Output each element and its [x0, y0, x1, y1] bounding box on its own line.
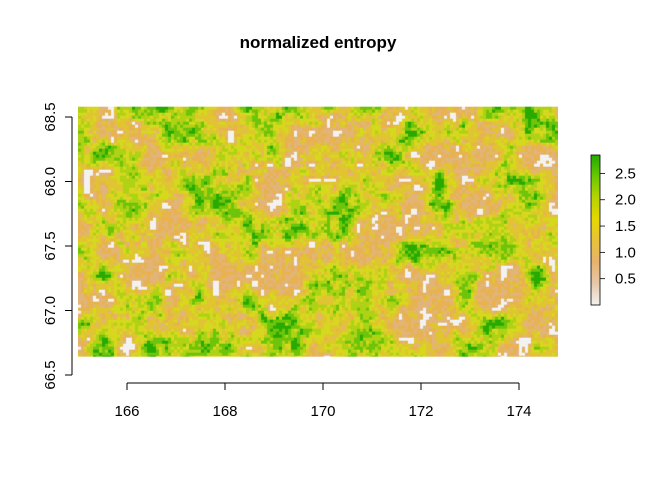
y-tick-label: 67.5 [42, 231, 59, 260]
legend-tick-label: 2.5 [615, 165, 636, 182]
y-tick-label: 68.0 [42, 167, 59, 196]
x-tick-label: 174 [506, 403, 531, 420]
legend-tick-label: 0.5 [615, 271, 636, 288]
x-tick-label: 170 [310, 403, 335, 420]
color-legend: 0.5 1.0 1.5 2.0 2.5 [590, 154, 636, 306]
x-tick-label: 168 [212, 403, 237, 420]
legend-tick-label: 1.5 [615, 218, 636, 235]
chart-title: normalized entropy [240, 33, 397, 52]
raster-layer [78, 106, 558, 357]
y-tick-label: 68.5 [42, 102, 59, 131]
y-tick-label: 67.0 [42, 296, 59, 325]
axes: 166 168 170 172 174 66.5 67.0 67.5 68.0 68.5 [42, 102, 532, 420]
x-tick-label: 166 [114, 403, 139, 420]
legend-border [590, 154, 601, 306]
legend-colorbar [591, 155, 600, 305]
legend-tick-label: 2.0 [615, 192, 636, 209]
y-tick-label: 66.5 [42, 360, 59, 389]
entropy-raster [78, 106, 558, 357]
legend-tick-label: 1.0 [615, 244, 636, 261]
x-tick-label: 172 [408, 403, 433, 420]
